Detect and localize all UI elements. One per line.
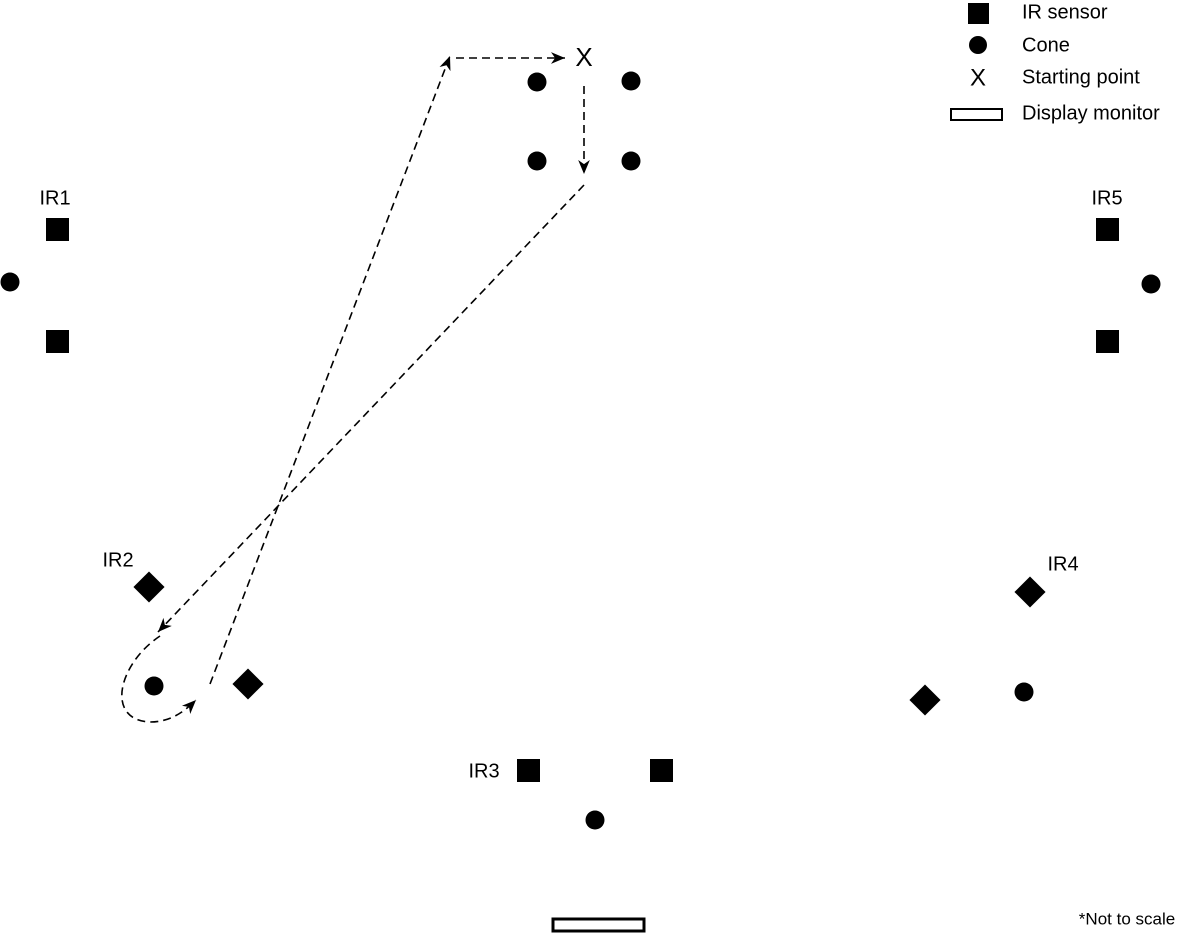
cone: [0, 272, 20, 292]
legend-square: [968, 3, 989, 24]
legend: IR sensor Cone X Starting point Display …: [950, 1, 1160, 124]
route: [121, 52, 590, 723]
cone: [621, 151, 641, 171]
legend-monitor: [950, 108, 1003, 121]
sensor-label: IR1: [39, 187, 70, 209]
cone: [527, 151, 547, 171]
cone: [585, 810, 605, 830]
cone: [144, 676, 164, 696]
ir-sensor: [1096, 218, 1119, 241]
note: *Not to scale: [1079, 909, 1175, 928]
legend-label: Display monitor: [1022, 102, 1160, 124]
legend-label: IR sensor: [1022, 1, 1108, 23]
route-segment: [157, 184, 585, 633]
cone: [527, 72, 547, 92]
sensor-label: IR2: [102, 549, 133, 571]
start-marker: X: [575, 42, 592, 72]
legend-label: Starting point: [1022, 66, 1140, 88]
ir-sensor: [1096, 330, 1119, 353]
route-segment: [121, 635, 197, 723]
cones: [0, 71, 1161, 830]
sensor-label: IR4: [1047, 553, 1078, 575]
ir-sensor: [46, 330, 69, 353]
legend-label: Cone: [1022, 34, 1070, 56]
ir-sensor: [650, 759, 673, 782]
ir-sensor: [133, 571, 165, 603]
cone: [1014, 682, 1034, 702]
ir-sensor: [1014, 576, 1046, 608]
sensor-label: IR5: [1091, 187, 1122, 209]
route-segment: [209, 55, 451, 685]
sensor-label: IR3: [468, 760, 499, 782]
cone: [1141, 274, 1161, 294]
ir-sensor: [517, 759, 540, 782]
legend-symbol: X: [970, 64, 986, 91]
ir-sensor: [232, 668, 264, 700]
display-monitor: [551, 917, 646, 933]
legend-circle: [969, 36, 987, 54]
ir-sensor: [909, 684, 941, 716]
cone: [621, 71, 641, 91]
ir-sensor: [46, 218, 69, 241]
sensors: [46, 218, 1119, 782]
